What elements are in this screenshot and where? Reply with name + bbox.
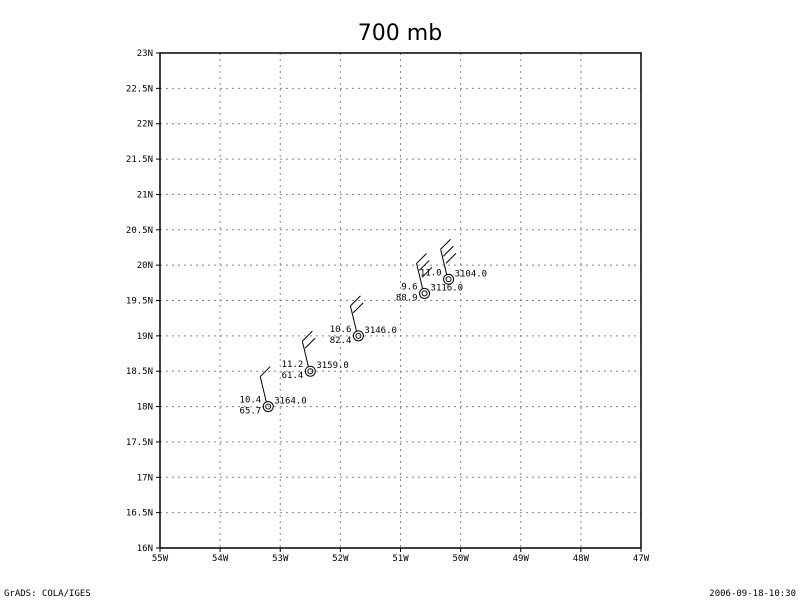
wind-barb-staff — [440, 249, 448, 275]
x-tick-label: 54W — [212, 554, 229, 564]
y-axis-ticks: 16N 16.5N 17N 17.5N 18N 18.5N 19N 19.5N 20N 20.5N… — [126, 49, 160, 554]
y-tick-label: 17.5N — [126, 438, 153, 448]
y-tick-label: 23N — [137, 49, 153, 59]
x-axis-ticks: 55W 54W 53W 52W 51W 50W 49W 48W 47W — [152, 548, 650, 564]
wind-barb-feather — [440, 238, 451, 250]
x-tick-label: 49W — [513, 554, 530, 564]
x-tick-label: 51W — [392, 554, 409, 564]
station-plot: 10.6 3146.0 82.4 — [330, 295, 397, 346]
station-circle-inner — [355, 332, 362, 339]
wind-barb-staff — [416, 263, 424, 289]
y-tick-label: 22.5N — [126, 84, 153, 94]
station-circle-inner — [421, 290, 428, 297]
station-circle-outer — [262, 401, 274, 413]
station-plot: 11.2 3159.0 61.4 — [282, 330, 349, 381]
wind-barb-feather — [304, 337, 316, 349]
station-height-label: 3164.0 — [274, 397, 307, 407]
station-circle-outer — [304, 365, 316, 377]
grid — [160, 53, 641, 548]
station-speed-label: 9.6 — [401, 282, 417, 292]
wind-barb-feather — [416, 253, 427, 264]
station-circle-outer — [352, 330, 364, 342]
y-tick-label: 18N — [137, 403, 153, 413]
wind-barb-feather — [352, 302, 364, 314]
wind-barb-feather — [442, 245, 454, 257]
x-tick-label: 48W — [573, 554, 590, 564]
footer-left: GrADS: COLA/IGES — [4, 589, 91, 599]
station-plot: 10.4 3164.0 65.7 — [240, 366, 307, 417]
wind-barb-staff — [301, 341, 309, 367]
wind-barb-feather — [350, 295, 361, 307]
x-tick-label: 47W — [633, 554, 650, 564]
y-tick-label: 22N — [137, 120, 153, 130]
station-speed-label: 11.0 — [420, 268, 442, 278]
x-tick-label: 53W — [272, 554, 289, 564]
station-height-label: 3104.0 — [455, 269, 488, 279]
station-height-label: 3159.0 — [316, 361, 349, 371]
station-plot: 9.6 3116.0 88.9 — [396, 253, 463, 303]
y-tick-label: 20.5N — [126, 226, 153, 236]
wind-barb-feather — [421, 267, 433, 278]
station-dir-label: 65.7 — [240, 407, 262, 417]
station-plot: 11.0 3104.0 — [420, 238, 488, 285]
y-tick-label: 19N — [137, 332, 153, 342]
station-plots: 10.4 3164.0 65.7 11.2 3159.0 61.4 10.6 3146.0 82… — [240, 238, 488, 417]
x-tick-label: 55W — [152, 554, 169, 564]
station-speed-label: 10.6 — [330, 325, 352, 335]
x-tick-label: 50W — [452, 554, 469, 564]
y-tick-label: 19.5N — [126, 297, 153, 307]
y-tick-label: 18.5N — [126, 367, 153, 377]
y-tick-label: 20N — [137, 261, 153, 271]
station-speed-label: 10.4 — [240, 396, 262, 406]
station-circle-inner — [307, 368, 314, 375]
station-circle-outer — [419, 287, 431, 299]
y-tick-label: 21N — [137, 190, 153, 200]
y-tick-label: 17N — [137, 473, 153, 483]
x-tick-label: 52W — [332, 554, 349, 564]
wind-barb-staff — [349, 305, 357, 331]
y-tick-label: 21.5N — [126, 155, 153, 165]
station-speed-label: 11.2 — [282, 360, 304, 370]
station-height-label: 3146.0 — [364, 326, 397, 336]
wind-barb-staff — [259, 376, 267, 402]
wind-barb-feather — [301, 330, 313, 342]
wind-barb-feather — [259, 366, 271, 377]
station-dir-label: 82.4 — [330, 336, 352, 346]
wind-barb-feather — [418, 260, 430, 271]
plot-frame — [159, 52, 642, 549]
station-circle-inner — [265, 403, 272, 410]
station-height-label: 3116.0 — [431, 283, 464, 293]
wind-barb-feather — [445, 252, 457, 264]
chart-title: 700 mb — [358, 21, 442, 46]
station-dir-label: 88.9 — [396, 293, 418, 303]
station-dir-label: 61.4 — [282, 371, 304, 381]
station-circle-outer — [443, 273, 455, 285]
footer-right: 2006-09-18-10:30 — [709, 589, 796, 599]
y-tick-label: 16.5N — [126, 509, 153, 519]
y-tick-label: 16N — [137, 544, 153, 554]
station-circle-inner — [445, 276, 452, 283]
